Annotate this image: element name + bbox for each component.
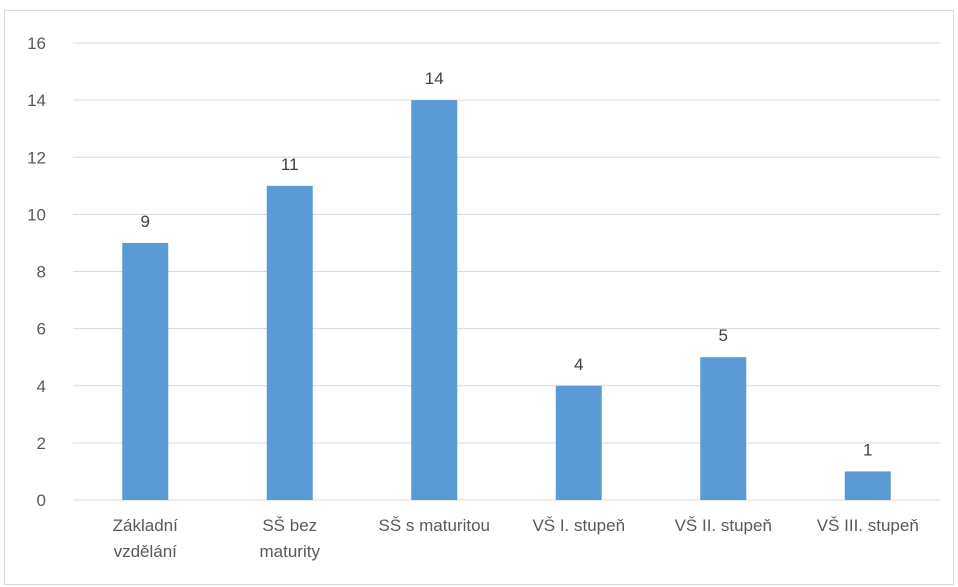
- x-tick-label: VŠ III. stupeň: [817, 516, 919, 535]
- y-tick-label: 12: [27, 148, 46, 167]
- bar: [266, 185, 313, 500]
- y-tick-label: 14: [27, 91, 46, 110]
- x-tick-label-line: VŠ III. stupeň: [817, 516, 919, 535]
- y-tick-label: 10: [27, 205, 46, 224]
- y-tick-label: 16: [27, 34, 46, 53]
- data-label: 9: [141, 212, 150, 231]
- bar: [122, 242, 169, 500]
- bar: [555, 385, 602, 500]
- x-tick-label-line: VŠ I. stupeň: [532, 516, 625, 535]
- y-tick-label: 0: [37, 491, 46, 510]
- y-tick-label: 8: [37, 263, 46, 282]
- x-tick-label: SŠ s maturitou: [379, 516, 491, 535]
- y-tick-label: 2: [37, 434, 46, 453]
- bar: [411, 100, 458, 500]
- x-tick-label: Základní vzdělání: [113, 516, 178, 561]
- x-tick-label: VŠ II. stupeň: [675, 516, 772, 535]
- x-tick-label-line: Základní: [113, 516, 178, 535]
- x-tick-label-line: SŠ s maturitou: [379, 516, 491, 535]
- bar: [844, 471, 891, 500]
- bar: [700, 357, 747, 500]
- data-label: 5: [719, 326, 728, 345]
- data-label: 11: [281, 155, 299, 174]
- y-tick-label: 4: [37, 377, 46, 396]
- x-tick-label-line: vzdělání: [114, 542, 178, 561]
- y-tick-label: 6: [37, 320, 46, 339]
- x-tick-label-line: SŠ bez: [262, 516, 317, 535]
- data-label: 4: [574, 355, 583, 374]
- x-tick-label: VŠ I. stupeň: [532, 516, 625, 535]
- x-tick-label-line: VŠ II. stupeň: [675, 516, 772, 535]
- data-label: 1: [863, 440, 872, 459]
- data-label: 14: [425, 69, 444, 88]
- x-tick-label-line: maturity: [260, 542, 321, 561]
- x-tick-label: SŠ bez maturity: [260, 516, 321, 561]
